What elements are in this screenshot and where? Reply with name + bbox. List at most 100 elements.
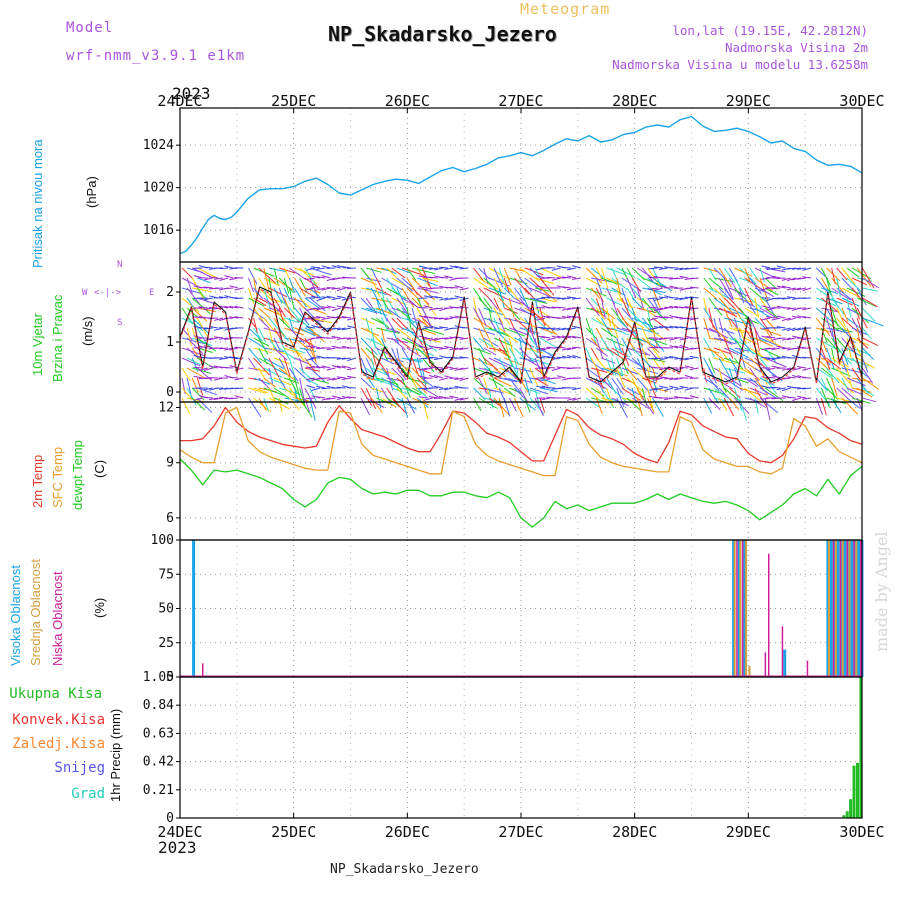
wind-barb [703, 297, 708, 314]
wind-barb [229, 316, 239, 319]
wind-barb [664, 316, 674, 319]
wind-barb [273, 277, 295, 292]
wind-barb [797, 267, 807, 270]
wind-barb [214, 327, 224, 331]
precip-bar [842, 815, 846, 818]
wind-barb [856, 357, 876, 369]
wind-barb [669, 355, 679, 359]
wind-barb [561, 286, 571, 289]
wind-barb [224, 305, 234, 309]
wind-barb [444, 375, 454, 379]
wind-barb [519, 367, 524, 383]
wind-barb [723, 287, 734, 300]
wind-barb [703, 337, 715, 357]
wind-barb [841, 397, 858, 415]
wind-barb [703, 267, 719, 273]
wind-barb [283, 297, 293, 319]
wind-barb [621, 337, 632, 356]
wind-barb [831, 297, 845, 316]
wind-barb [279, 267, 296, 274]
wind-barb [566, 347, 576, 351]
wind-barb [309, 347, 317, 364]
wind-barb [815, 377, 829, 392]
wind-barb [306, 326, 316, 329]
wind-barb [411, 307, 418, 326]
wind-barb [508, 377, 522, 394]
wind-barb [841, 287, 860, 298]
wind-barb [590, 307, 606, 318]
wind-barb [488, 387, 494, 409]
wind-barb [365, 307, 387, 316]
wind-barb [306, 267, 316, 271]
wind-barb [321, 275, 331, 279]
legend-conv-rain: Konvek.Kisa [12, 712, 105, 728]
wind-barb [386, 327, 401, 333]
wind-barb [534, 387, 540, 407]
wind-barb [294, 347, 306, 364]
wind-barb [294, 387, 299, 404]
wind-barb [539, 337, 557, 349]
wind-barb [341, 337, 351, 340]
wind-barb [723, 387, 741, 402]
wind-barb [316, 396, 326, 399]
wind-barb [498, 277, 513, 293]
wind-barb [797, 287, 807, 291]
wind-barb [219, 387, 229, 390]
wind-barb [536, 347, 546, 351]
wind-barb [561, 276, 571, 279]
wind-barb [766, 267, 776, 271]
wind-barb [820, 347, 831, 370]
wind-barb [488, 357, 508, 368]
wind-barb [797, 315, 807, 319]
wind-barb [591, 277, 612, 283]
wind-barb [616, 367, 626, 389]
wind-barb [551, 327, 561, 331]
wind-barb [423, 326, 433, 329]
wind-barb [396, 377, 411, 390]
wind-barb [771, 287, 781, 290]
wind-barb [642, 337, 660, 353]
wind-barb [729, 327, 745, 334]
wind-barb [454, 377, 464, 381]
wind-barb [336, 397, 346, 400]
wind-barb [198, 306, 208, 309]
wind-barb [585, 297, 600, 317]
wind-barb [749, 287, 767, 303]
low-cloud-bar [736, 540, 738, 677]
compass-arrow-h: <-|-> [94, 288, 122, 298]
wind-barb [744, 397, 759, 402]
wind-barb [219, 396, 229, 399]
wind-barb [508, 287, 523, 306]
wind-barb [444, 297, 454, 301]
wind-barb [214, 365, 224, 369]
wind-barb [311, 387, 321, 391]
wind-barb [684, 306, 694, 309]
wind-barb [654, 297, 663, 301]
wind-barb [498, 317, 506, 334]
precip-bar [845, 811, 849, 818]
wind-barb [375, 387, 382, 408]
wind-barb [556, 335, 566, 339]
wind-barb [595, 357, 612, 376]
wind-barb [534, 297, 540, 314]
wind-barb [299, 307, 308, 323]
wind-barb [198, 297, 208, 300]
wind-barb [311, 295, 321, 299]
wind-barb [316, 297, 326, 302]
wind-barb [504, 297, 523, 306]
wind-barb [759, 337, 778, 346]
wind-barb [321, 306, 331, 309]
wind-barb [181, 267, 194, 279]
wind-barb [248, 347, 262, 364]
wind-barb [391, 267, 406, 279]
wind-barb [504, 307, 518, 314]
wind-barb [258, 357, 275, 368]
wind-barb [449, 316, 459, 319]
wind-compass: W <-|-> E N S [82, 260, 160, 330]
wind-barb [766, 307, 776, 311]
wind-barb [186, 287, 201, 306]
wind-barb [708, 387, 719, 404]
wind-barb [836, 267, 848, 281]
wind-barb [776, 387, 786, 391]
wind-barb [493, 297, 501, 313]
